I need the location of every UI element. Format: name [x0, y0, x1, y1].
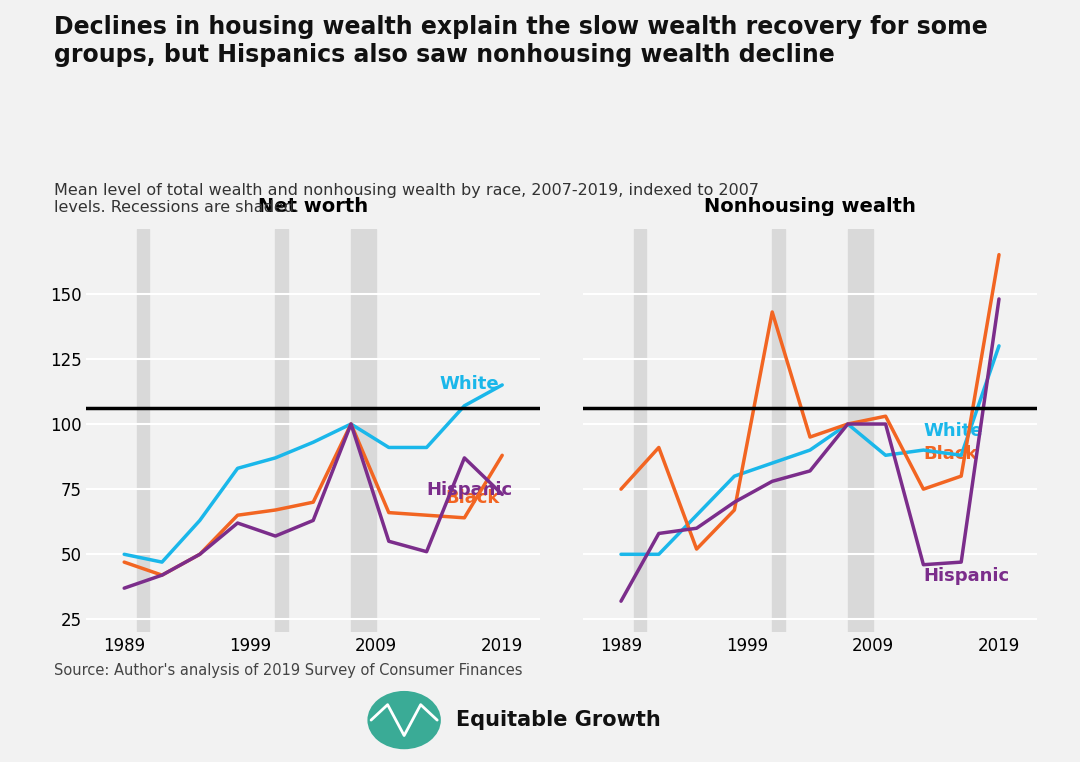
Bar — [634, 229, 646, 632]
Text: White: White — [440, 375, 499, 392]
Text: Hispanic: Hispanic — [427, 482, 513, 499]
Text: Black: Black — [446, 489, 500, 507]
Text: Equitable Growth: Equitable Growth — [456, 710, 660, 730]
Bar — [137, 229, 149, 632]
Title: Nonhousing wealth: Nonhousing wealth — [704, 197, 916, 216]
Text: White: White — [923, 421, 983, 440]
Bar — [848, 229, 873, 632]
Ellipse shape — [367, 691, 441, 749]
Text: Source: Author's analysis of 2019 Survey of Consumer Finances: Source: Author's analysis of 2019 Survey… — [54, 663, 523, 678]
Bar — [351, 229, 376, 632]
Text: Declines in housing wealth explain the slow wealth recovery for some
groups, but: Declines in housing wealth explain the s… — [54, 15, 988, 67]
Bar — [275, 229, 288, 632]
Bar — [772, 229, 785, 632]
Title: Net worth: Net worth — [258, 197, 368, 216]
Text: Hispanic: Hispanic — [923, 568, 1010, 585]
Text: Mean level of total wealth and nonhousing wealth by race, 2007-2019, indexed to : Mean level of total wealth and nonhousin… — [54, 183, 759, 216]
Text: Black: Black — [923, 445, 977, 463]
